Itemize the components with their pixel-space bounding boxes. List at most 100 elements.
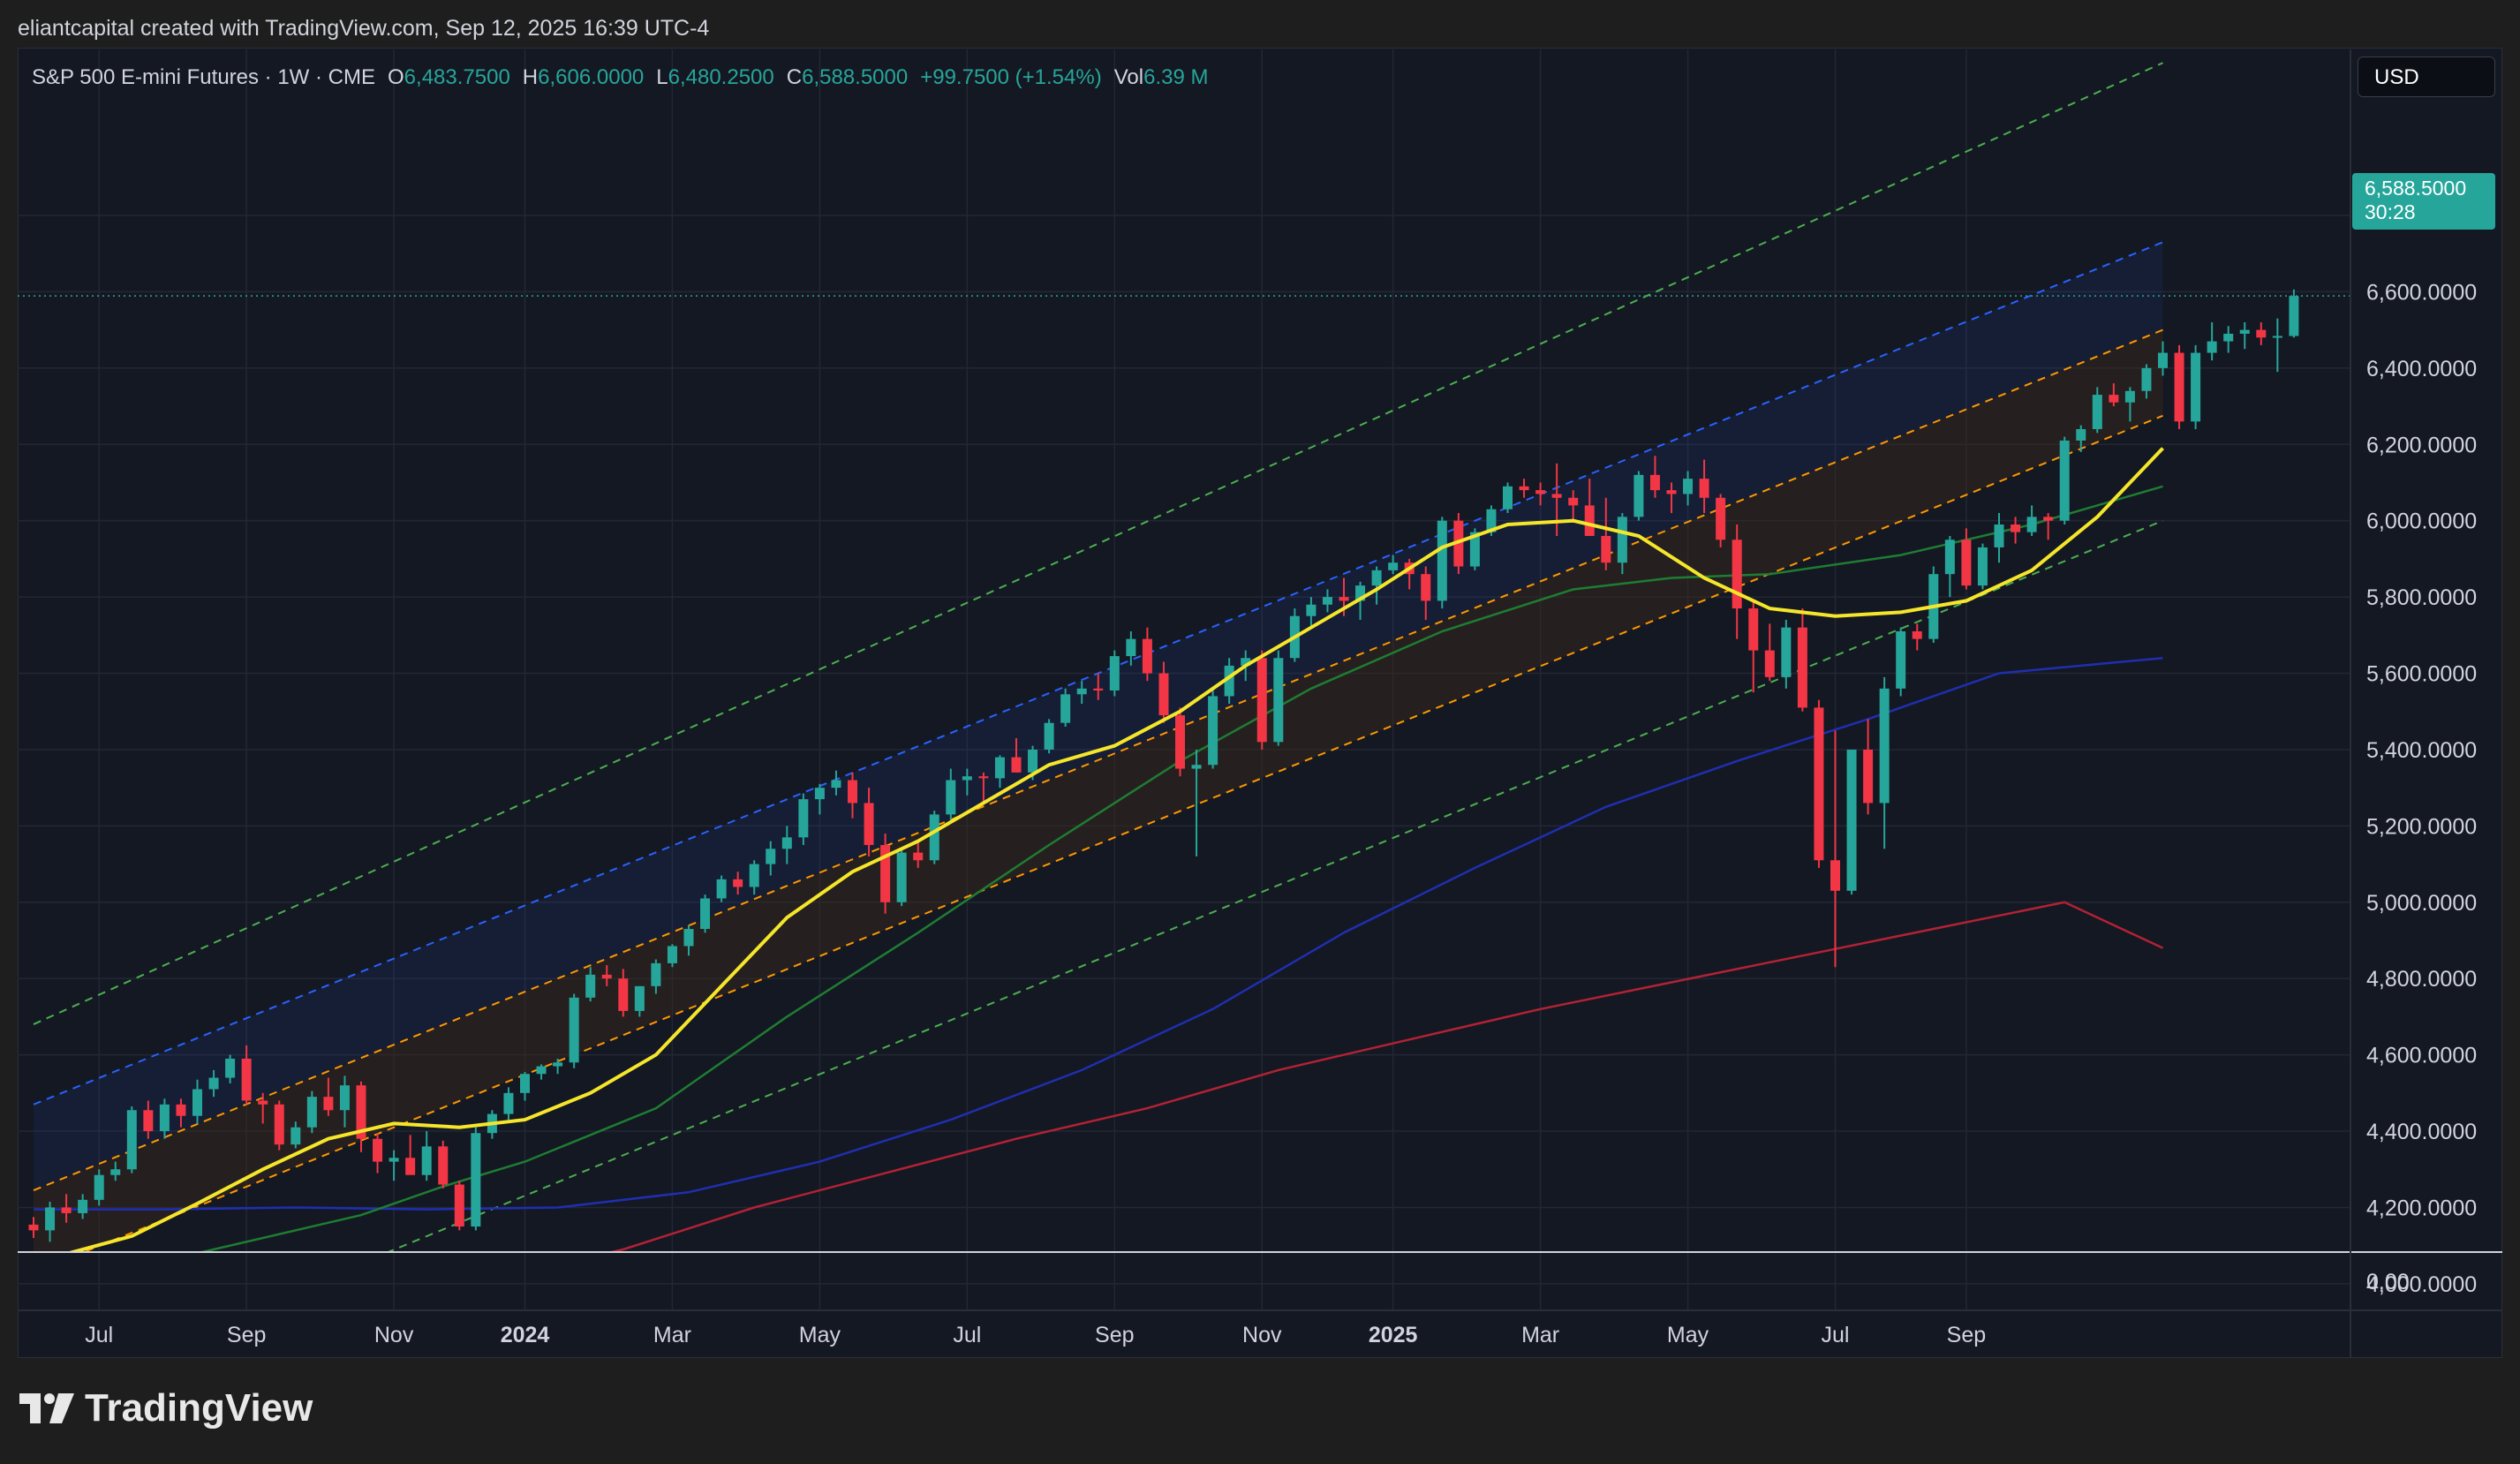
candle-up [814,788,825,800]
candle-up [1028,749,1038,773]
candle-down [454,1184,464,1227]
price-axis-label: 5,800.0000 [2366,585,2477,610]
candle-up [585,974,596,998]
candle-down [1961,540,1972,586]
candle-down [1830,860,1840,891]
candle-up [290,1127,301,1145]
candle-up [766,849,776,864]
candle-down [733,879,743,887]
price-axis-label: 5,600.0000 [2366,662,2477,687]
ma-blue-line [34,656,2163,1211]
candle-up [1273,658,1284,743]
candle-down [913,852,924,861]
candle-up [1617,517,1627,563]
candle-up [651,962,661,986]
time-axis-label: Sep [1095,1323,1134,1347]
candle-up [110,1169,121,1175]
time-axis-label: 2024 [501,1323,550,1347]
price-axis-label: 5,200.0000 [2366,814,2477,839]
candle-up [2239,329,2250,334]
candle-down [1421,574,1431,601]
candle-up [1355,585,1366,601]
candle-down [373,1138,383,1162]
candle-up [1060,694,1071,723]
candle-up [2191,352,2201,422]
candle-up [339,1085,350,1111]
candle-down [1716,497,1726,540]
tradingview-logo-text: TradingView [85,1386,313,1430]
price-axis-label: 4,600.0000 [2366,1044,2477,1068]
candle-up [553,1062,563,1067]
candle-up [1371,570,1382,586]
candle-up [2076,428,2086,441]
candle-down [1699,479,1709,498]
price-axis-label: 4,000.0000 [2366,1272,2477,1297]
channel-upper-green-line [33,62,2163,1025]
price-axis-label: 6,600.0000 [2366,280,2477,305]
chart-credit: eliantcapital created with TradingView.c… [18,16,710,41]
candle-down [618,978,629,1011]
candle-up [2059,440,2070,521]
candle-down [1093,688,1104,690]
candle-down [1814,707,1824,861]
price-axis-label: 6,400.0000 [2366,357,2477,381]
candle-up [946,780,956,815]
candle-down [1011,757,1022,773]
volume-axis-label: 0.00 [2366,1270,2410,1294]
candle-up [2272,336,2282,338]
symbol-name[interactable]: S&P 500 E-mini Futures · 1W · CME [32,65,375,89]
candle-up [126,1110,137,1170]
candlestick-chart[interactable]: 6,800.00006,600.00006,400.00006,200.0000… [0,0,2520,1377]
candle-up [781,837,792,849]
tradingview-logo[interactable]: TradingView [19,1386,313,1430]
channel-lower-orange-line [81,414,2163,1252]
candle-up [389,1158,399,1162]
candle-down [274,1104,284,1145]
candle-up [749,864,759,887]
time-axis-label: Sep [227,1323,266,1347]
price-axis-label: 4,400.0000 [2366,1120,2477,1144]
low-label: L [656,65,668,89]
time-axis-label: Nov [1242,1323,1282,1347]
candle-down [978,776,989,779]
candle-up [1109,656,1120,690]
candle-up [520,1074,530,1093]
candle-up [2158,352,2168,368]
price-axis-label: 4,800.0000 [2366,967,2477,992]
candle-up [471,1133,481,1227]
close-value: 6,588.5000 [802,65,909,89]
candle-up [1846,749,1857,891]
candle-up [896,852,907,902]
candle-up [503,1092,514,1114]
candle-down [258,1100,268,1105]
candle-down [1601,535,1611,563]
candle-down [880,844,891,902]
candle-up [634,985,645,1011]
candle-up [536,1066,547,1075]
channel-group [28,62,2299,1252]
candle-down [1584,505,1595,536]
time-axis-label: Jul [1822,1323,1850,1347]
candle-up [421,1146,432,1175]
currency-button[interactable]: USD [2358,57,2495,97]
candle-down [405,1158,416,1175]
candle-down [1863,749,1874,804]
candle-down [1453,520,1464,567]
candle-down [1748,608,1759,651]
candle-down [864,803,874,845]
time-axis-label: Jul [953,1323,981,1347]
candle-up [94,1174,104,1200]
candle-up [569,997,579,1063]
last-price-value: 6,588.5000 [2365,177,2467,200]
channel-mid-orange-line [33,328,2163,1191]
candle-up [700,898,711,930]
candle-up [2141,367,2152,391]
candle-down [1764,650,1775,677]
candle-up [1503,486,1513,509]
candle-up [1208,696,1219,766]
candle-up [2289,296,2299,336]
candle-down [1551,494,1562,498]
candle-up [1633,474,1644,517]
candle-up [683,929,694,947]
candle-down [2174,352,2184,422]
